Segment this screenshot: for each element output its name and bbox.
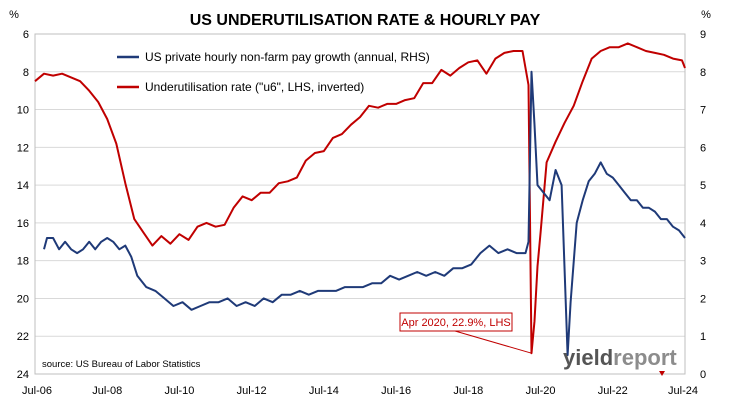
plot-area-frame	[34, 33, 686, 375]
right-tick-label: 1	[700, 331, 706, 343]
legend: US private hourly non-farm pay growth (a…	[117, 50, 430, 94]
left-tick-label: 10	[17, 105, 29, 117]
legend-label-u6: Underutilisation rate ("u6", LHS, invert…	[145, 80, 364, 94]
series-line-pay-growth	[43, 70, 686, 357]
left-tick-label: 22	[17, 331, 29, 343]
svg-text:yieldreport: yieldreport	[563, 345, 677, 370]
annotation-text: Apr 2020, 22.9%, LHS	[401, 317, 510, 329]
right-tick-label: 3	[700, 256, 706, 268]
yieldreport-logo: yieldreport	[563, 345, 677, 376]
source-note: source: US Bureau of Labor Statistics	[42, 359, 201, 370]
left-tick-label: 12	[17, 142, 29, 154]
right-axis-ticks: 0 1 2 3 4 5 6 7 8 9	[700, 29, 706, 381]
chart-title: US UNDERUTILISATION RATE & HOURLY PAY	[190, 12, 541, 29]
x-tick-label: Jul-12	[237, 385, 267, 397]
left-tick-label: 6	[23, 29, 29, 41]
legend-label-pay-growth: US private hourly non-farm pay growth (a…	[145, 50, 430, 64]
logo-text-report: report	[613, 345, 677, 370]
left-tick-label: 8	[23, 67, 29, 79]
x-tick-label: Jul-18	[453, 385, 483, 397]
annotation-box	[399, 312, 513, 332]
series-layer	[34, 42, 686, 357]
left-tick-label: 24	[17, 369, 29, 381]
left-tick-label: 16	[17, 218, 29, 230]
x-tick-label: Jul-06	[22, 385, 52, 397]
logo-marker-icon	[659, 371, 665, 376]
x-tick-label: Jul-10	[164, 385, 194, 397]
right-tick-label: 6	[700, 142, 706, 154]
left-tick-label: 20	[17, 293, 29, 305]
x-tick-label: Jul-14	[309, 385, 339, 397]
x-tick-label: Jul-08	[92, 385, 122, 397]
right-tick-label: 7	[700, 105, 706, 117]
x-tick-label: Jul-20	[526, 385, 556, 397]
grid-lines	[35, 71, 685, 337]
right-tick-label: 9	[700, 29, 706, 41]
right-tick-label: 4	[700, 218, 706, 230]
logo-text-yield: yield	[563, 345, 613, 370]
series-line-u6	[34, 42, 686, 355]
annotation-leader-line	[454, 330, 532, 354]
x-tick-label: Jul-24	[668, 385, 698, 397]
x-tick-label: Jul-22	[598, 385, 628, 397]
x-tick-label: Jul-16	[381, 385, 411, 397]
right-axis-unit: %	[701, 9, 711, 21]
right-tick-label: 8	[700, 67, 706, 79]
x-axis-ticks: Jul-06 Jul-08 Jul-10 Jul-12 Jul-14 Jul-16 Jul-…	[22, 385, 698, 397]
left-tick-label: 14	[17, 180, 29, 192]
left-axis-unit: %	[9, 9, 19, 21]
right-tick-label: 0	[700, 369, 706, 381]
left-axis-ticks: 6 8 10 12 14 16 18 20 22 24	[17, 29, 29, 381]
annotation: Apr 2020, 22.9%, LHS	[399, 312, 532, 354]
right-tick-label: 5	[700, 180, 706, 192]
left-tick-label: 18	[17, 256, 29, 268]
right-tick-label: 2	[700, 293, 706, 305]
